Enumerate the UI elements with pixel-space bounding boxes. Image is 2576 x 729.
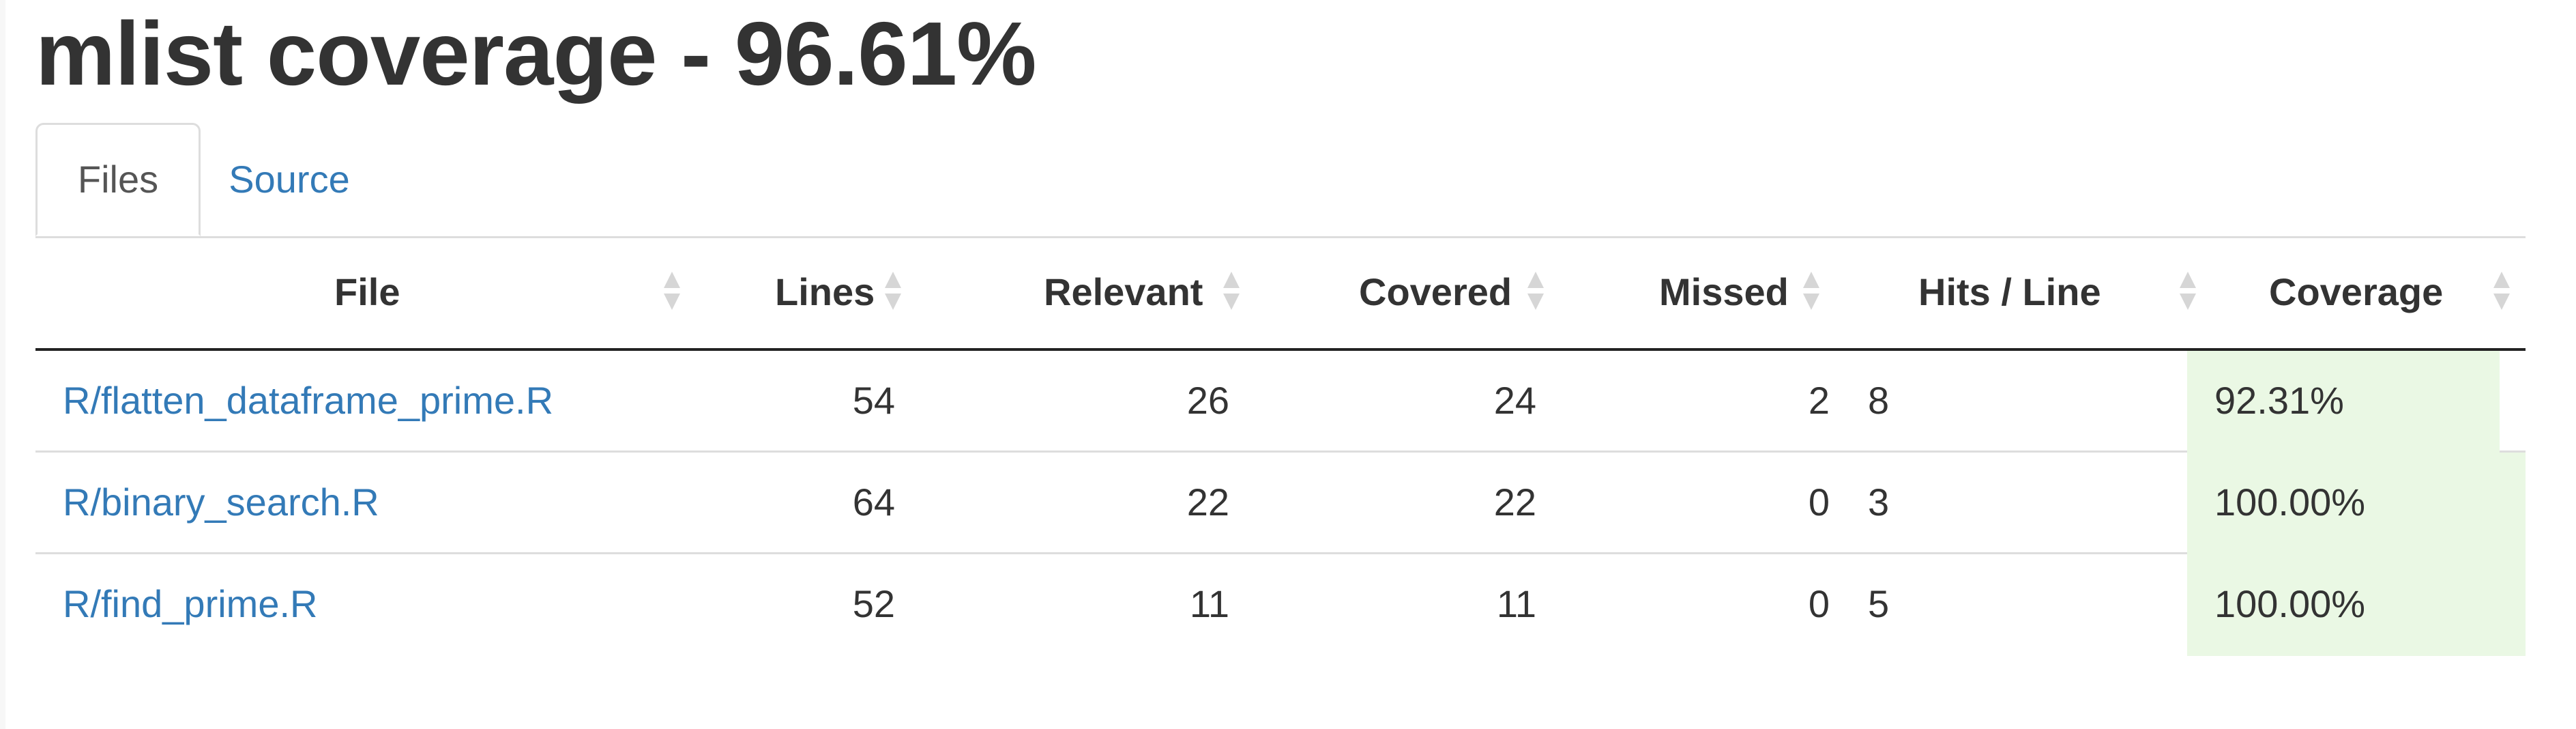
- file-link[interactable]: R/flatten_dataframe_prime.R: [63, 379, 554, 422]
- column-header-lines[interactable]: Lines: [704, 236, 950, 348]
- tab-bar: Files Source: [35, 123, 2526, 238]
- table-row: R/flatten_dataframe_prime.R 54 26 24 2 8…: [35, 351, 2526, 453]
- coverage-value: 92.31%: [2214, 379, 2344, 422]
- missed-cell: 2: [1808, 379, 1830, 422]
- table-header: File Lines Relevant Covered Missed Hits …: [35, 236, 2526, 351]
- covered-cell: 24: [1493, 379, 1536, 422]
- lines-cell: 52: [852, 582, 895, 625]
- column-header-label: File: [334, 270, 400, 313]
- relevant-cell: 22: [1186, 481, 1229, 524]
- column-header-relevant[interactable]: Relevant: [950, 236, 1250, 348]
- table-row: R/binary_search.R 64 22 22 0 3 100.00%: [35, 453, 2526, 554]
- sort-icon[interactable]: [1221, 272, 1242, 313]
- covered-cell: 22: [1493, 481, 1536, 524]
- column-header-hits-per-line[interactable]: Hits / Line: [1857, 236, 2198, 348]
- sort-icon[interactable]: [1525, 272, 1546, 313]
- column-header-label: Relevant: [1044, 270, 1203, 313]
- column-header-missed[interactable]: Missed: [1557, 236, 1857, 348]
- hits-per-line-cell: 5: [1868, 582, 1890, 625]
- column-header-label: Hits / Line: [1918, 270, 2101, 313]
- column-header-covered[interactable]: Covered: [1250, 236, 1557, 348]
- sort-icon[interactable]: [1801, 272, 1821, 313]
- coverage-cell: 100.00%: [2187, 453, 2526, 554]
- coverage-cell: 100.00%: [2187, 554, 2526, 656]
- sort-icon[interactable]: [662, 272, 682, 313]
- hits-per-line-cell: 8: [1868, 379, 1890, 422]
- hits-per-line-cell: 3: [1868, 481, 1890, 524]
- sort-icon[interactable]: [2491, 272, 2512, 313]
- column-header-label: Lines: [775, 270, 875, 313]
- lines-cell: 64: [852, 481, 895, 524]
- tab-source[interactable]: Source: [229, 158, 350, 201]
- tab-files[interactable]: Files: [35, 123, 201, 236]
- relevant-cell: 26: [1186, 379, 1229, 422]
- sort-icon[interactable]: [883, 272, 903, 313]
- coverage-cell: 92.31%: [2187, 351, 2500, 453]
- page-title: mlist coverage - 96.61%: [35, 3, 1036, 104]
- coverage-value: 100.00%: [2214, 481, 2366, 524]
- coverage-value: 100.00%: [2214, 582, 2366, 625]
- sort-icon[interactable]: [2178, 272, 2198, 313]
- relevant-cell: 11: [1189, 582, 1229, 625]
- missed-cell: 0: [1808, 481, 1830, 524]
- column-header-label: Covered: [1359, 270, 1512, 313]
- column-header-coverage[interactable]: Coverage: [2198, 236, 2526, 348]
- page-edge: [0, 0, 5, 729]
- file-link[interactable]: R/binary_search.R: [63, 481, 379, 524]
- covered-cell: 11: [1496, 582, 1536, 625]
- column-header-label: Coverage: [2269, 270, 2444, 313]
- lines-cell: 54: [852, 379, 895, 422]
- column-header-file[interactable]: File: [35, 236, 704, 348]
- missed-cell: 0: [1808, 582, 1830, 625]
- file-link[interactable]: R/find_prime.R: [63, 582, 318, 625]
- table-row: R/find_prime.R 52 11 11 0 5 100.00%: [35, 554, 2526, 656]
- column-header-label: Missed: [1659, 270, 1789, 313]
